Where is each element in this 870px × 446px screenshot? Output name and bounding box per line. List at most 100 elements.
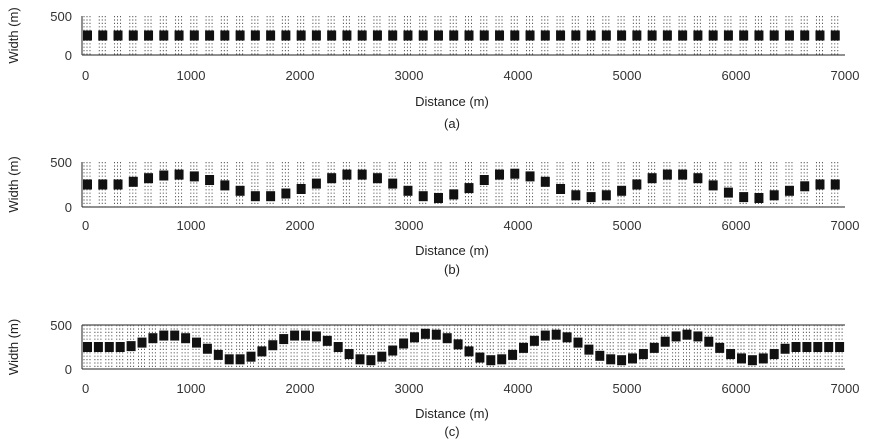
channel-center-mark bbox=[830, 30, 840, 41]
channel-center-mark bbox=[148, 333, 158, 344]
channel-center-mark bbox=[617, 185, 627, 196]
channel-center-mark bbox=[220, 180, 230, 191]
channel-center-mark bbox=[281, 188, 291, 199]
y-axis-label: Width (m) bbox=[6, 319, 21, 375]
channel-center-mark bbox=[266, 191, 276, 202]
x-tick-label: 0 bbox=[82, 68, 89, 83]
channel-center-mark bbox=[830, 179, 840, 190]
channel-center-mark bbox=[311, 178, 321, 189]
x-tick-label: 5000 bbox=[613, 218, 642, 233]
channel-center-mark bbox=[355, 354, 365, 365]
x-tick-label: 7000 bbox=[831, 381, 860, 396]
channel-center-mark bbox=[571, 30, 581, 41]
x-axis-label: Distance (m) bbox=[415, 243, 489, 258]
channel-center-mark bbox=[235, 185, 245, 196]
channel-center-mark bbox=[497, 354, 507, 365]
channel-center-mark bbox=[739, 192, 749, 203]
channel-center-mark bbox=[189, 30, 199, 41]
channel-center-mark bbox=[388, 345, 398, 356]
y-tick-label: 500 bbox=[50, 9, 72, 24]
channel-center-mark bbox=[250, 191, 260, 202]
channel-center-mark bbox=[205, 175, 215, 185]
channel-center-mark bbox=[224, 354, 234, 365]
channel-center-mark bbox=[540, 330, 550, 341]
channel-center-mark bbox=[784, 185, 794, 196]
y-tick-label: 0 bbox=[65, 48, 72, 63]
channel-center-mark bbox=[715, 342, 725, 353]
channel-center-mark bbox=[159, 170, 169, 181]
channel-center-mark bbox=[595, 350, 605, 361]
channel-center-mark bbox=[357, 30, 367, 41]
channel-center-mark bbox=[510, 168, 520, 179]
channel-center-mark bbox=[540, 30, 550, 41]
channel-center-mark bbox=[835, 342, 845, 352]
channel-center-mark bbox=[508, 349, 518, 360]
channel-center-mark bbox=[418, 30, 428, 41]
channel-center-mark bbox=[678, 30, 688, 41]
channel-center-mark bbox=[202, 343, 212, 354]
channel-center-mark bbox=[296, 184, 306, 194]
channel-center-mark bbox=[754, 193, 764, 203]
channel-center-mark bbox=[83, 30, 92, 41]
channel-center-mark bbox=[525, 171, 535, 182]
y-axis-label: Width (m) bbox=[6, 7, 21, 63]
x-tick-label: 0 bbox=[82, 218, 89, 233]
channel-center-mark bbox=[769, 30, 779, 41]
channel-center-mark bbox=[403, 185, 413, 196]
channel-center-mark bbox=[586, 30, 596, 41]
channel-center-mark bbox=[464, 183, 474, 194]
x-tick-label: 4000 bbox=[504, 68, 533, 83]
channel-center-mark bbox=[632, 179, 642, 190]
channel-center-mark bbox=[418, 191, 428, 202]
channel-center-mark bbox=[556, 184, 566, 194]
channel-center-mark bbox=[377, 351, 387, 362]
channel-center-mark bbox=[815, 179, 825, 190]
channel-center-mark bbox=[573, 337, 583, 348]
channel-center-mark bbox=[399, 338, 409, 349]
channel-center-mark bbox=[586, 192, 596, 203]
channel-center-mark bbox=[113, 179, 123, 190]
channel-center-mark bbox=[159, 30, 169, 41]
channel-center-mark bbox=[647, 30, 657, 41]
x-tick-label: 4000 bbox=[504, 381, 533, 396]
channel-center-mark bbox=[98, 30, 108, 41]
channel-center-mark bbox=[723, 187, 733, 198]
channel-center-mark bbox=[479, 175, 489, 185]
channel-center-mark bbox=[660, 336, 670, 347]
channel-center-mark bbox=[128, 30, 138, 41]
x-tick-label: 3000 bbox=[395, 381, 424, 396]
channel-center-mark bbox=[693, 173, 703, 184]
channel-center-mark bbox=[250, 30, 260, 41]
channel-center-mark bbox=[708, 180, 718, 191]
channel-center-mark bbox=[754, 30, 764, 41]
channel-center-mark bbox=[268, 340, 278, 351]
channel-center-mark bbox=[342, 30, 352, 41]
panel-label: (c) bbox=[444, 424, 459, 439]
channel-center-mark bbox=[525, 30, 535, 41]
channel-center-mark bbox=[113, 30, 123, 41]
channel-center-mark bbox=[632, 30, 642, 41]
channel-center-mark bbox=[628, 353, 637, 364]
channel-center-mark bbox=[617, 355, 627, 366]
channel-center-mark bbox=[357, 169, 367, 180]
channel-center-mark bbox=[342, 169, 352, 180]
channel-center-mark bbox=[678, 169, 688, 180]
channel-center-mark bbox=[433, 30, 443, 41]
channel-center-mark bbox=[747, 355, 757, 366]
channel-center-mark bbox=[475, 352, 485, 363]
channel-center-mark bbox=[802, 342, 812, 352]
channel-center-mark bbox=[281, 30, 291, 41]
panel-label: (a) bbox=[444, 116, 460, 131]
x-tick-label: 3000 bbox=[395, 68, 424, 83]
x-tick-label: 5000 bbox=[613, 381, 642, 396]
x-tick-label: 2000 bbox=[286, 218, 315, 233]
x-tick-label: 7000 bbox=[831, 218, 860, 233]
channel-center-mark bbox=[617, 30, 627, 41]
channel-center-mark bbox=[98, 179, 108, 190]
y-tick-label: 0 bbox=[65, 200, 72, 215]
channel-center-mark bbox=[257, 346, 267, 357]
channel-center-mark bbox=[311, 30, 321, 41]
channel-center-mark bbox=[813, 342, 823, 352]
channel-center-mark bbox=[410, 332, 419, 343]
